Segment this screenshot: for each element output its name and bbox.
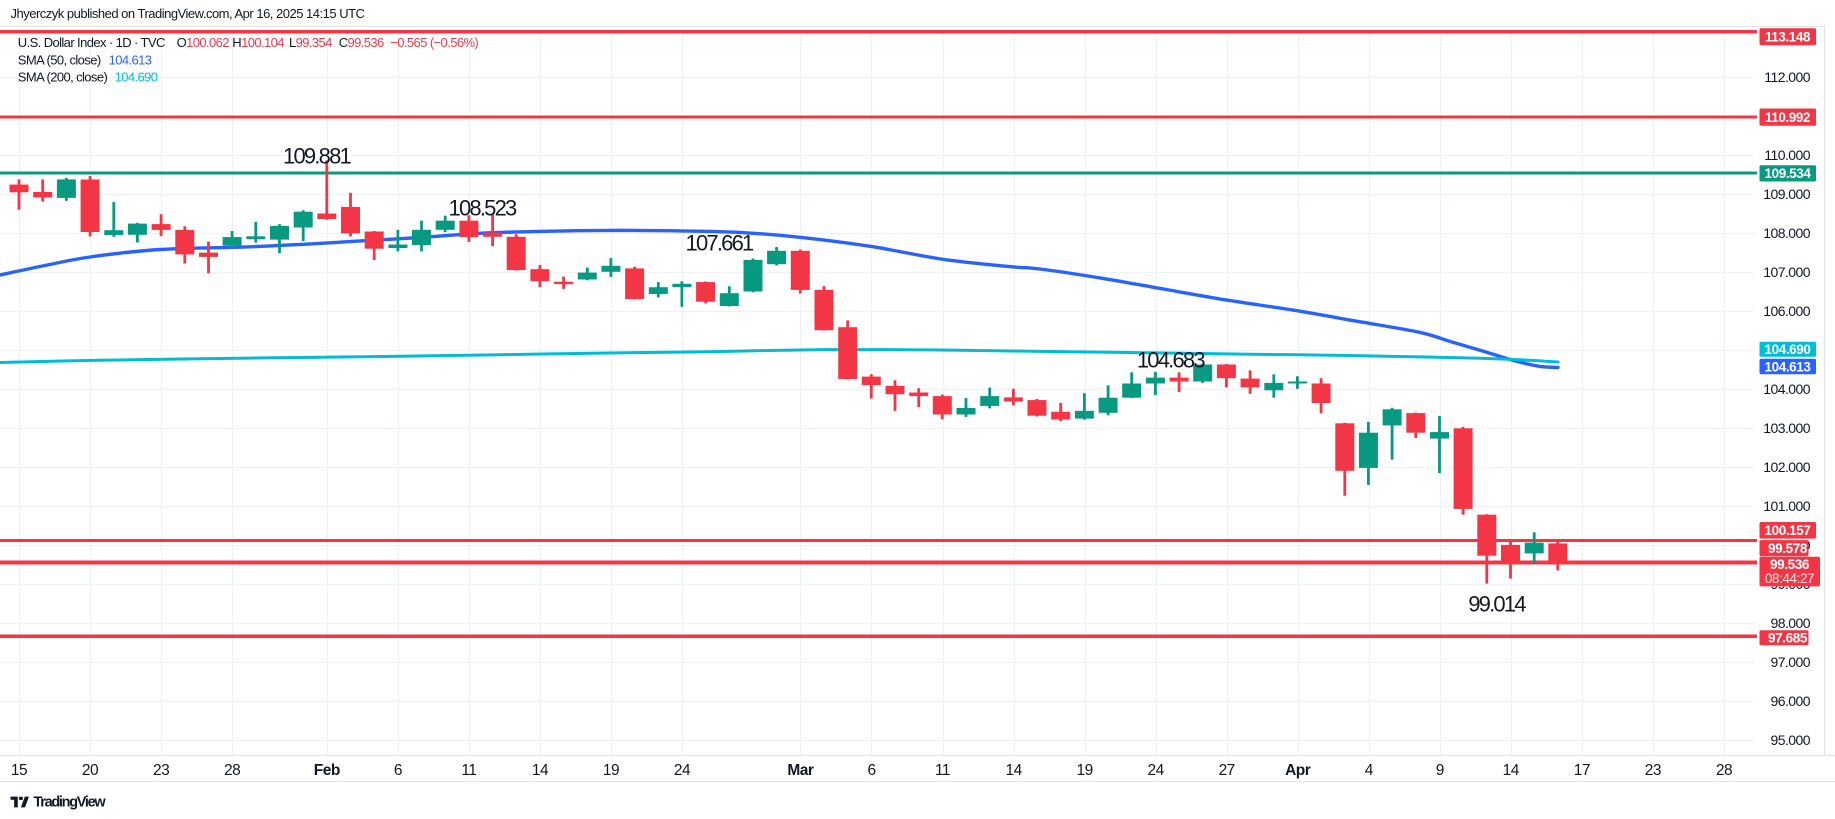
svg-text:H100.104: H100.104	[232, 35, 284, 50]
svg-text:O100.062: O100.062	[177, 35, 230, 50]
svg-text:104.690: 104.690	[115, 70, 158, 85]
svg-text:L99.354: L99.354	[289, 35, 332, 50]
svg-text:108.000: 108.000	[1763, 225, 1811, 241]
svg-text:23: 23	[153, 762, 169, 779]
svg-text:19: 19	[1076, 762, 1092, 779]
svg-text:U.S. Dollar Index · 1D · TVC: U.S. Dollar Index · 1D · TVC	[18, 35, 165, 50]
svg-text:107.000: 107.000	[1763, 264, 1811, 280]
svg-text:24: 24	[1147, 762, 1164, 779]
svg-text:110.992: 110.992	[1765, 110, 1810, 125]
svg-text:97.000: 97.000	[1770, 654, 1810, 670]
svg-text:104.613: 104.613	[109, 52, 152, 67]
svg-text:108.523: 108.523	[449, 196, 517, 221]
svg-text:19: 19	[603, 762, 619, 779]
svg-text:103.000: 103.000	[1763, 420, 1811, 436]
svg-text:104.690: 104.690	[1765, 342, 1811, 357]
svg-text:9: 9	[1436, 762, 1444, 779]
svg-text:6: 6	[867, 762, 875, 779]
svg-text:28: 28	[224, 762, 240, 779]
svg-text:6: 6	[394, 762, 402, 779]
svg-text:104.683: 104.683	[1137, 347, 1205, 372]
svg-text:102.000: 102.000	[1763, 459, 1811, 475]
svg-text:28: 28	[1716, 762, 1732, 779]
svg-text:99.578: 99.578	[1768, 541, 1808, 556]
svg-text:99.536: 99.536	[1770, 557, 1810, 572]
svg-text:SMA (200, close): SMA (200, close)	[18, 70, 108, 85]
svg-text:107.661: 107.661	[686, 231, 754, 256]
svg-text:95.000: 95.000	[1770, 732, 1810, 748]
svg-text:C99.536: C99.536	[339, 35, 384, 50]
svg-text:11: 11	[935, 762, 950, 779]
svg-text:109.000: 109.000	[1763, 186, 1811, 202]
svg-text:4: 4	[1365, 762, 1374, 779]
svg-text:96.000: 96.000	[1770, 693, 1810, 709]
svg-text:23: 23	[1645, 762, 1661, 779]
svg-text:Feb: Feb	[314, 762, 340, 779]
svg-text:SMA (50, close): SMA (50, close)	[18, 52, 101, 67]
svg-text:08:44:27: 08:44:27	[1765, 571, 1814, 586]
svg-text:100.157: 100.157	[1765, 523, 1811, 538]
svg-text:97.685: 97.685	[1768, 631, 1808, 646]
svg-text:11: 11	[461, 762, 476, 779]
svg-text:27: 27	[1219, 762, 1235, 779]
svg-text:14: 14	[1005, 762, 1022, 779]
svg-text:14: 14	[1503, 762, 1520, 779]
svg-text:14: 14	[532, 762, 549, 779]
svg-text:112.000: 112.000	[1764, 69, 1810, 85]
svg-text:104.613: 104.613	[1765, 359, 1812, 374]
svg-text:104.000: 104.000	[1763, 381, 1811, 397]
svg-text:101.000: 101.000	[1763, 498, 1811, 514]
svg-text:98.000: 98.000	[1770, 615, 1810, 631]
svg-text:106.000: 106.000	[1763, 303, 1811, 319]
svg-text:−0.565 (−0.56%): −0.565 (−0.56%)	[390, 35, 478, 50]
svg-text:Mar: Mar	[787, 762, 814, 779]
svg-text:99.014: 99.014	[1468, 592, 1526, 617]
svg-text:110.000: 110.000	[1764, 147, 1810, 163]
svg-text:TradingView: TradingView	[34, 795, 107, 811]
svg-text:Apr: Apr	[1285, 762, 1311, 779]
svg-text:109.534: 109.534	[1765, 166, 1812, 181]
svg-text:113.148: 113.148	[1765, 30, 1811, 45]
svg-text:15: 15	[11, 762, 27, 779]
svg-text:17: 17	[1574, 762, 1590, 779]
svg-text:109.881: 109.881	[283, 144, 351, 169]
svg-text:Jhyerczyk published on Trading: Jhyerczyk published on TradingView.com, …	[11, 6, 365, 21]
svg-text:24: 24	[674, 762, 691, 779]
svg-text:20: 20	[82, 762, 99, 779]
